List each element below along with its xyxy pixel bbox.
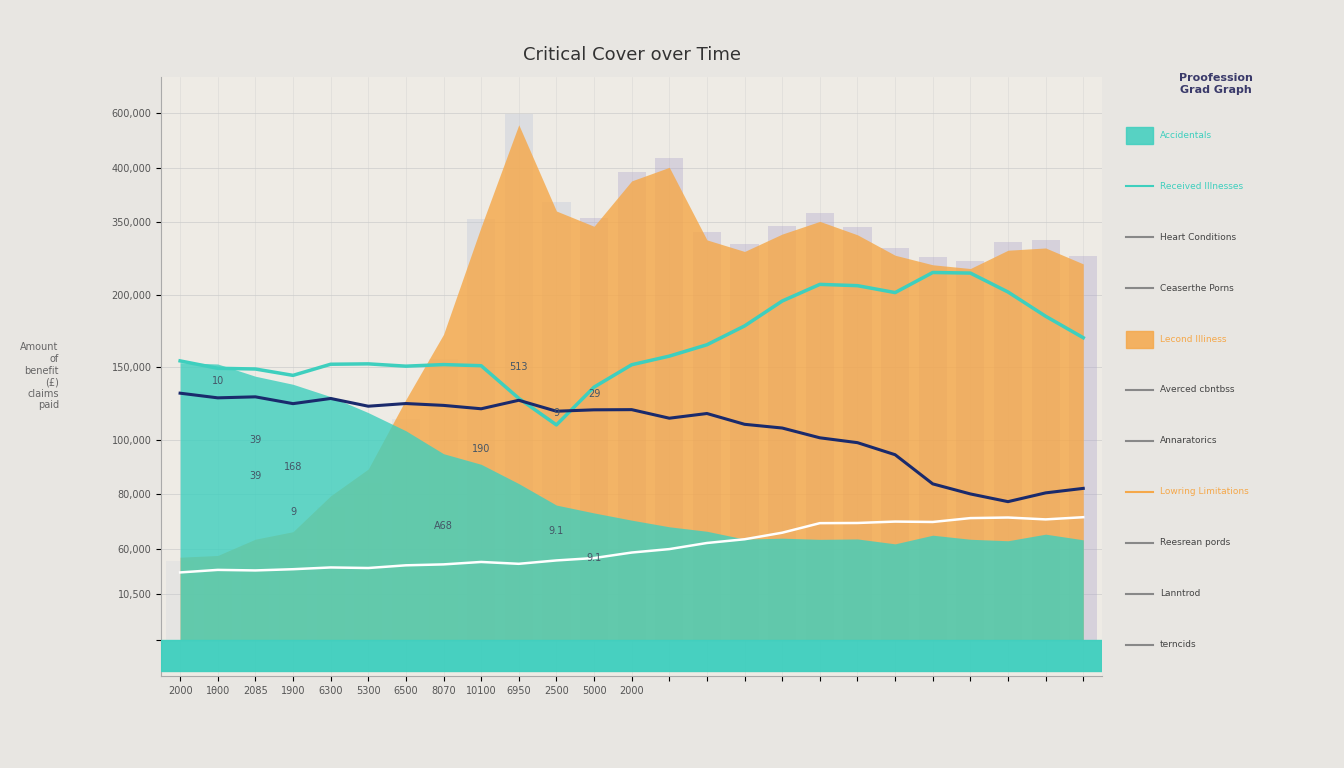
Bar <box>355 482 382 640</box>
Bar <box>730 243 758 640</box>
Text: Heart Conditions: Heart Conditions <box>1160 233 1236 242</box>
Text: 9.1: 9.1 <box>548 525 564 535</box>
FancyBboxPatch shape <box>1126 127 1153 144</box>
Bar <box>161 640 1102 671</box>
Bar <box>844 227 871 640</box>
Bar <box>280 541 306 640</box>
Bar <box>617 172 645 640</box>
Text: 39: 39 <box>249 471 262 482</box>
Text: 9: 9 <box>290 508 296 518</box>
Text: Reesrean pords: Reesrean pords <box>1160 538 1230 548</box>
Text: 9: 9 <box>554 408 559 418</box>
Bar <box>1070 257 1097 640</box>
Bar <box>993 243 1021 640</box>
Text: terncids: terncids <box>1160 640 1196 649</box>
Bar <box>242 545 269 640</box>
Bar <box>882 247 909 640</box>
Bar <box>468 219 495 640</box>
Bar <box>656 158 684 640</box>
Text: 190: 190 <box>472 444 491 454</box>
Bar <box>769 226 796 640</box>
Text: 10: 10 <box>211 376 224 386</box>
Text: 513: 513 <box>509 362 528 372</box>
Text: A68: A68 <box>434 521 453 531</box>
Bar <box>579 218 607 640</box>
Text: Lecond Illiness: Lecond Illiness <box>1160 335 1226 343</box>
Text: 39: 39 <box>249 435 262 445</box>
Bar <box>317 508 344 640</box>
Text: Accidentals: Accidentals <box>1160 131 1212 140</box>
Bar <box>504 114 532 640</box>
Bar <box>918 257 946 640</box>
Text: Lanntrod: Lanntrod <box>1160 589 1200 598</box>
FancyBboxPatch shape <box>1126 330 1153 347</box>
Title: Critical Cover over Time: Critical Cover over Time <box>523 46 741 65</box>
Bar <box>542 203 570 640</box>
Bar <box>204 560 231 640</box>
Text: 168: 168 <box>284 462 302 472</box>
Text: Proofession
Grad Graph: Proofession Grad Graph <box>1179 74 1253 95</box>
Text: Received Illnesses: Received Illnesses <box>1160 182 1243 190</box>
Bar <box>805 213 833 640</box>
Text: Ceaserthe Porns: Ceaserthe Porns <box>1160 283 1234 293</box>
Bar <box>956 261 984 640</box>
Bar <box>430 359 457 640</box>
Bar <box>391 419 419 640</box>
Y-axis label: Amount
of
benefit
(£)
claims
paid: Amount of benefit (£) claims paid <box>20 343 59 410</box>
Text: Averced cbntbss: Averced cbntbss <box>1160 386 1234 395</box>
Text: Lowring Limitations: Lowring Limitations <box>1160 487 1249 496</box>
Bar <box>694 232 720 640</box>
Text: 9.1: 9.1 <box>586 553 602 563</box>
Text: Annaratorics: Annaratorics <box>1160 436 1218 445</box>
Bar <box>1032 240 1059 640</box>
Text: 29: 29 <box>587 389 601 399</box>
Bar <box>167 561 194 640</box>
